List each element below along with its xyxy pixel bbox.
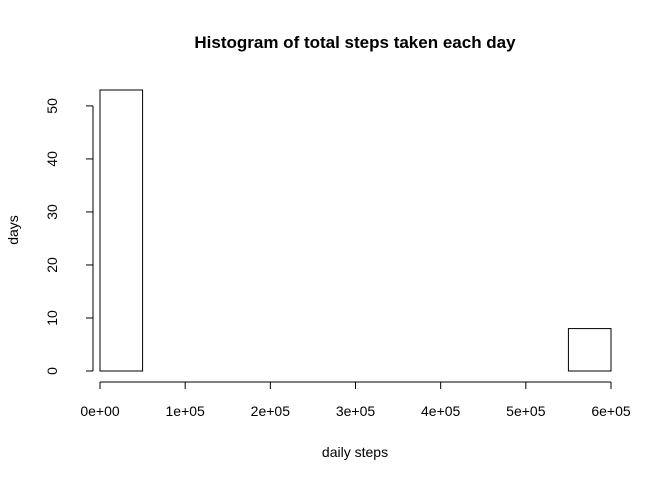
x-tick-label: 0e+00 [80, 403, 120, 419]
histogram-bar [99, 89, 144, 372]
x-tick-label: 1e+05 [166, 403, 206, 419]
x-tick-label: 3e+05 [336, 403, 376, 419]
x-tick-label: 2e+05 [251, 403, 291, 419]
histogram-bar [567, 328, 612, 372]
histogram-bars [99, 89, 612, 372]
x-tick-label: 5e+05 [506, 403, 546, 419]
y-tick-label: 0 [44, 367, 60, 375]
x-tick-label: 4e+05 [421, 403, 461, 419]
y-axis-label: days [5, 215, 21, 245]
y-axis: 0 10 20 30 40 50 [44, 98, 94, 375]
chart-title: Histogram of total steps taken each day [194, 33, 516, 52]
x-axis-label: daily steps [322, 444, 388, 460]
y-tick-label: 20 [44, 257, 60, 273]
y-tick-label: 40 [44, 151, 60, 167]
x-axis: 0e+00 1e+05 2e+05 3e+05 4e+05 5e+05 6e+05 [80, 381, 631, 419]
y-tick-label: 10 [44, 310, 60, 326]
y-tick-label: 30 [44, 204, 60, 220]
y-tick-label: 50 [44, 98, 60, 114]
x-tick-label: 6e+05 [591, 403, 631, 419]
